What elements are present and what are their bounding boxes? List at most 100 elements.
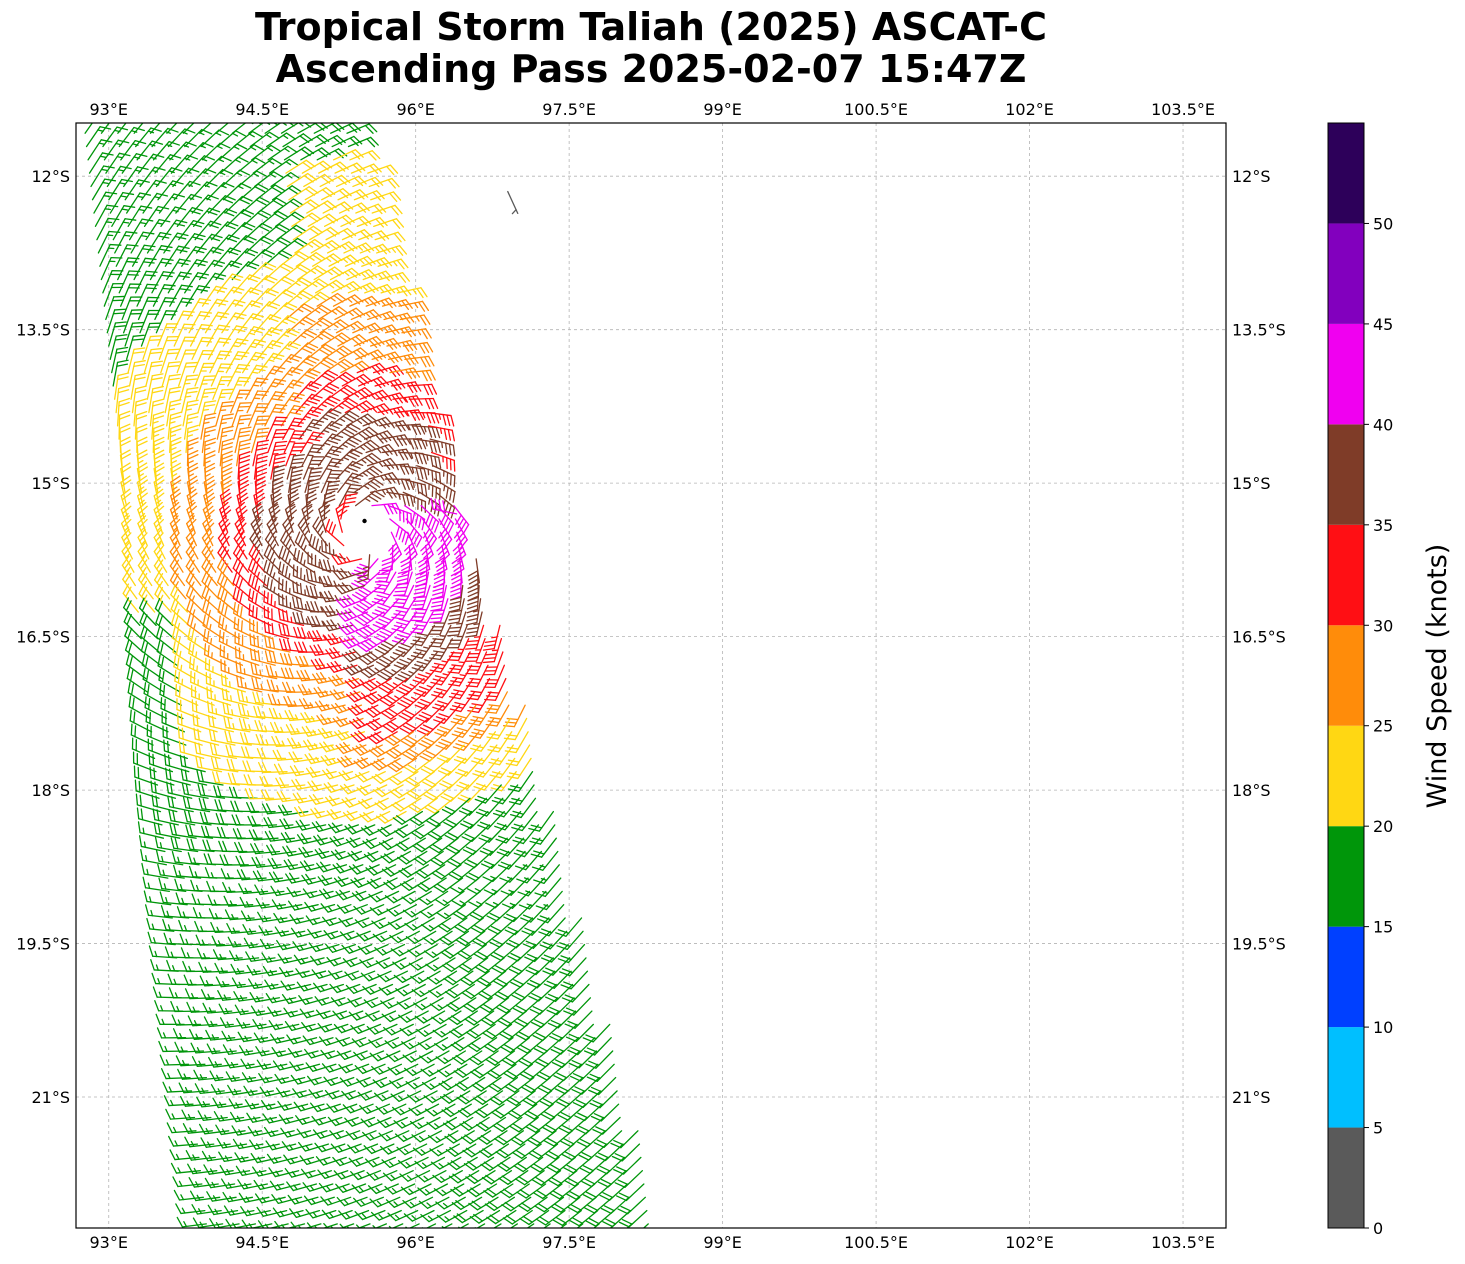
wind-barb	[477, 1130, 508, 1145]
wind-barb	[142, 335, 162, 360]
wind-barb	[219, 644, 244, 666]
wind-barb	[514, 1170, 545, 1186]
lat-tick-right-3: 16.5°S	[1232, 628, 1286, 647]
wind-barb	[452, 731, 480, 751]
wind-barb	[364, 283, 396, 295]
wind-barb	[213, 388, 234, 414]
wind-barb	[169, 501, 181, 533]
wind-barb	[306, 200, 337, 214]
wind-barb	[268, 158, 299, 174]
wind-barb	[466, 677, 491, 701]
wind-barb	[174, 669, 197, 693]
wind-barb	[433, 1183, 465, 1197]
colorbar: 0 5 10 15 20 25 30 35 40 45 50 Wind Speed (knots)	[1327, 122, 1453, 1238]
wind-barb	[364, 1156, 396, 1168]
wind-barb	[201, 542, 217, 573]
wind-barb	[503, 717, 528, 741]
lon-tick-bottom-6: 102°E	[1005, 1233, 1054, 1252]
wind-barb	[177, 712, 202, 733]
wind-barb	[434, 544, 448, 576]
wind-barb	[106, 165, 132, 188]
wind-barb	[310, 382, 340, 400]
wind-barb	[263, 544, 282, 573]
wind-barb	[289, 342, 319, 360]
wind-barb	[429, 438, 456, 457]
wind-barb	[483, 651, 504, 676]
wind-barb	[389, 518, 410, 545]
wind-barb	[366, 457, 398, 470]
wind-barb	[406, 1090, 438, 1103]
wind-barb	[435, 491, 456, 519]
wind-barb	[419, 1050, 450, 1064]
wind-barb	[218, 515, 231, 547]
wind-barb	[280, 404, 306, 427]
lat-tick-left-6: 21°S	[31, 1088, 70, 1107]
wind-barb	[136, 140, 164, 161]
wind-barb	[185, 142, 214, 161]
wind-barb	[338, 770, 370, 781]
wind-barb	[368, 1037, 400, 1049]
wind-barb	[329, 410, 360, 427]
wind-barb	[374, 797, 406, 811]
wind-barb	[265, 276, 295, 294]
wind-barb	[320, 469, 343, 494]
wind-barb	[291, 355, 320, 374]
wind-barb	[383, 1023, 414, 1036]
wind-barb	[368, 744, 400, 758]
colorbar-tick-label-7: 35	[1373, 516, 1393, 535]
wind-barb	[354, 771, 386, 783]
wind-barb	[381, 544, 394, 574]
wind-barb	[450, 1037, 481, 1052]
wind-barb	[383, 463, 414, 475]
wind-barb	[169, 141, 197, 161]
wind-barb	[377, 258, 409, 270]
colorbar-segment-5	[1328, 625, 1364, 726]
colorbar-segment-6	[1328, 524, 1364, 626]
wind-barb	[248, 123, 278, 134]
wind-barb	[343, 663, 375, 676]
wind-barb	[310, 658, 342, 670]
wind-barb	[431, 1010, 462, 1025]
wind-barb	[315, 1009, 347, 1020]
wind-barb	[402, 341, 434, 354]
wind-barb	[117, 123, 127, 134]
wind-barb	[280, 530, 297, 560]
wind-barb	[363, 1143, 395, 1155]
wind-barb	[398, 864, 429, 878]
wind-barb	[135, 127, 162, 148]
wind-barb	[357, 638, 388, 653]
wind-barb	[232, 557, 251, 587]
wind-barb	[344, 1116, 376, 1127]
wind-barb	[466, 584, 480, 614]
wind-barb	[481, 1170, 513, 1185]
wind-barb	[173, 323, 196, 347]
wind-barbs	[84, 123, 649, 1228]
wind-barb	[321, 916, 354, 927]
wind-barb	[181, 246, 207, 267]
wind-barb	[224, 195, 253, 214]
wind-barb	[133, 123, 144, 134]
wind-barb	[420, 1209, 452, 1223]
wind-barb	[191, 337, 214, 360]
wind-barb	[271, 185, 302, 201]
lat-tick-left-2: 15°S	[31, 474, 70, 493]
wind-barb	[153, 449, 165, 480]
wind-barb	[429, 1143, 460, 1157]
wind-barb	[294, 531, 314, 560]
wind-barb	[382, 717, 413, 733]
wind-barb	[328, 397, 359, 414]
wind-barb	[315, 1156, 347, 1166]
wind-barb	[416, 465, 442, 485]
wind-barb	[449, 1023, 480, 1039]
wind-barb	[363, 997, 395, 1009]
wind-barb	[325, 518, 345, 547]
wind-barb	[121, 542, 135, 573]
wind-barb	[353, 757, 385, 770]
wind-barb	[496, 1156, 527, 1172]
wind-barb	[510, 1130, 541, 1146]
colorbar-segment-7	[1328, 424, 1364, 525]
wind-barb	[356, 930, 388, 942]
wind-barb	[318, 1036, 350, 1046]
wind-barb	[304, 187, 336, 201]
lat-tick-right-4: 18°S	[1232, 781, 1271, 800]
